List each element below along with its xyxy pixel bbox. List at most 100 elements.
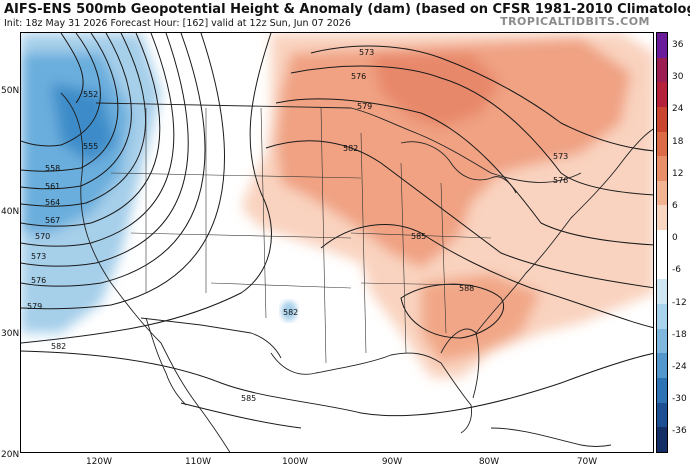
colorbar-segment xyxy=(657,304,667,329)
contour-576 xyxy=(21,33,206,287)
contour-567 xyxy=(21,33,161,227)
colorbar-segment xyxy=(657,427,667,452)
contour-labels: 552 555 558 561 564 567 570 573 576 579 … xyxy=(27,48,568,403)
contour-573 xyxy=(21,33,189,267)
contour-label: 582 xyxy=(283,308,298,317)
colorbar-segment xyxy=(657,106,667,132)
map-panel: 552 555 558 561 564 567 570 573 576 579 … xyxy=(20,32,654,453)
contour-label: 579 xyxy=(27,302,42,311)
colorbar-label: 0 xyxy=(672,233,678,244)
lat-label: 40N xyxy=(1,207,20,217)
contour-585-south xyxy=(180,402,302,429)
colorbar-label: 30 xyxy=(672,72,684,83)
contour-label: 573 xyxy=(359,48,374,57)
contour-582-west xyxy=(21,33,272,344)
colorbar-label: 6 xyxy=(672,201,678,211)
colorbar-segment xyxy=(657,131,667,157)
colorbar-label: -36 xyxy=(672,426,687,437)
lon-label: 80W xyxy=(478,457,500,467)
contour-label: 582 xyxy=(51,342,66,351)
contour-552 xyxy=(60,33,84,104)
contour-label: 561 xyxy=(45,182,60,191)
gulf-of-mexico-coast xyxy=(270,352,472,434)
state-borders xyxy=(110,107,492,364)
positive-anomaly-core xyxy=(276,38,631,268)
contour-label: 552 xyxy=(83,90,98,99)
colorbar-label: -24 xyxy=(672,362,687,372)
colorbar-segment xyxy=(657,180,667,206)
map-subtitle: Init: 18z May 31 2026 Forecast Hour: [16… xyxy=(4,18,351,29)
contour-582-south xyxy=(21,350,653,417)
contour-label: 588 xyxy=(459,284,474,293)
west-coastline xyxy=(60,92,231,452)
contour-label: 576 xyxy=(351,72,366,81)
mexico-us-border xyxy=(140,317,282,359)
credit-watermark: TROPICALTIDBITS.COM xyxy=(500,15,650,28)
contour-label: 585 xyxy=(411,232,426,241)
contour-579-east xyxy=(275,98,653,246)
colorbar-segment xyxy=(657,205,667,231)
lat-label: 50N xyxy=(1,86,20,96)
map-title: AIFS-ENS 500mb Geopotential Height & Ano… xyxy=(4,2,690,17)
colorbar-segment xyxy=(657,402,667,428)
colorbar-segment xyxy=(657,353,667,378)
contour-label: 567 xyxy=(45,216,60,225)
contour-573-east xyxy=(310,45,653,152)
contour-564 xyxy=(21,33,147,207)
contour-label: 555 xyxy=(83,142,98,151)
southeast-positive-lobe xyxy=(421,273,541,363)
anomaly-shading xyxy=(21,33,653,378)
contour-label: 582 xyxy=(343,144,358,153)
colorbar-segment xyxy=(657,82,667,107)
contour-label: 576 xyxy=(553,176,568,185)
baja-peninsula xyxy=(145,317,187,406)
lon-label: 120W xyxy=(85,457,113,467)
colorbar-label: 12 xyxy=(672,168,684,179)
contour-585 xyxy=(320,224,653,329)
colorbar-segment xyxy=(657,279,667,305)
contour-555 xyxy=(21,33,101,147)
geographic-borders xyxy=(60,92,653,452)
contour-label: 570 xyxy=(35,232,50,241)
contour-label: 585 xyxy=(241,394,256,403)
colorbar-segment xyxy=(657,377,667,403)
colorbar-segment xyxy=(657,328,667,354)
colorbar-label: -12 xyxy=(672,297,687,308)
contour-582-east xyxy=(265,140,653,289)
contour-570 xyxy=(21,33,175,247)
cuba xyxy=(490,427,612,447)
contour-label: 558 xyxy=(45,164,60,173)
colorbar xyxy=(656,32,668,453)
colorbar-label: 36 xyxy=(672,40,684,50)
contour-558 xyxy=(21,33,119,172)
height-contours xyxy=(21,33,653,429)
great-lakes xyxy=(400,141,517,194)
lat-label: 30N xyxy=(1,329,20,339)
colorbar-segment xyxy=(657,57,667,83)
contour-label: 573 xyxy=(553,152,568,161)
lat-label: 20N xyxy=(1,450,20,460)
contour-576-east xyxy=(290,65,653,196)
colorbar-segment xyxy=(657,254,667,280)
lon-label: 90W xyxy=(381,457,403,467)
lon-label: 70W xyxy=(576,457,598,467)
contour-label: 564 xyxy=(45,198,60,207)
colorbar-label: 24 xyxy=(672,104,684,115)
contour-label: 579 xyxy=(357,102,372,111)
colorbar-segment xyxy=(657,33,667,58)
contour-579 xyxy=(21,33,225,310)
contour-561 xyxy=(21,33,132,190)
map-canvas: 552 555 558 561 564 567 570 573 576 579 … xyxy=(21,33,653,452)
canada-us-border xyxy=(95,102,582,183)
colorbar-label: -18 xyxy=(672,329,687,340)
east-coastline xyxy=(475,128,653,334)
florida xyxy=(440,328,480,399)
colorbar-segment xyxy=(657,230,667,255)
colorbar-label: -6 xyxy=(672,265,681,276)
colorbar-label: 18 xyxy=(672,136,684,147)
lon-label: 110W xyxy=(184,457,212,467)
contour-588 xyxy=(400,283,504,339)
colorbar-label: -30 xyxy=(672,394,687,405)
contour-label: 576 xyxy=(31,276,46,285)
small-negative-anomaly xyxy=(281,301,297,321)
